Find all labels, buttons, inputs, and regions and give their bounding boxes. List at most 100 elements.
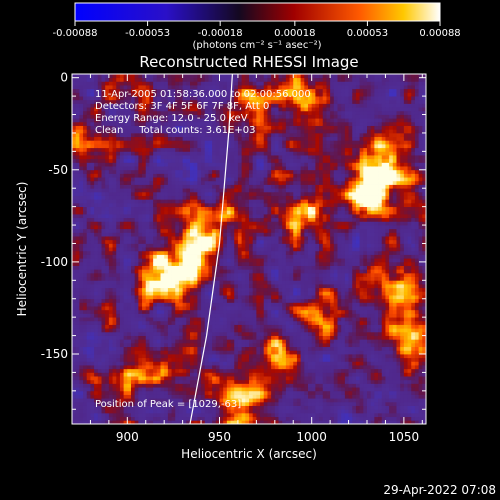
heatmap-pixel xyxy=(204,350,209,355)
heatmap-pixel xyxy=(79,324,84,329)
heatmap-pixel xyxy=(97,162,102,167)
heatmap-pixel xyxy=(138,280,143,285)
heatmap-pixel xyxy=(215,191,220,196)
heatmap-pixel xyxy=(142,158,147,163)
heatmap-pixel xyxy=(90,298,95,303)
heatmap-pixel xyxy=(193,272,198,278)
heatmap-pixel xyxy=(112,269,117,274)
heatmap-pixel xyxy=(182,155,187,160)
heatmap-pixel xyxy=(219,317,224,322)
heatmap-pixel xyxy=(178,335,184,340)
heatmap-pixel xyxy=(116,88,121,93)
heatmap-pixel xyxy=(86,228,91,233)
heatmap-pixel xyxy=(212,184,217,189)
heatmap-pixel xyxy=(201,232,206,237)
heatmap-pixel xyxy=(249,361,254,366)
heatmap-pixel xyxy=(201,77,206,82)
heatmap-pixel xyxy=(160,169,165,174)
heatmap-pixel xyxy=(138,158,143,163)
heatmap-pixel xyxy=(164,125,169,130)
heatmap-pixel xyxy=(119,372,125,377)
heatmap-pixel xyxy=(75,180,80,185)
heatmap-pixel xyxy=(119,228,125,233)
heatmap-pixel xyxy=(167,409,172,414)
heatmap-pixel xyxy=(105,232,110,237)
heatmap-pixel xyxy=(249,232,254,237)
heatmap-pixel xyxy=(83,416,88,421)
heatmap-pixel xyxy=(260,188,265,193)
heatmap-pixel xyxy=(167,195,172,200)
heatmap-pixel xyxy=(97,129,102,134)
heatmap-pixel xyxy=(123,269,128,274)
heatmap-pixel xyxy=(108,261,113,266)
heatmap-pixel xyxy=(190,210,195,215)
heatmap-pixel xyxy=(116,114,121,119)
heatmap-pixel xyxy=(241,317,246,322)
heatmap-pixel xyxy=(119,243,125,248)
heatmap-pixel xyxy=(219,136,224,141)
heatmap-pixel xyxy=(94,379,99,384)
heatmap-pixel xyxy=(72,357,77,362)
heatmap-pixel xyxy=(178,136,184,141)
heatmap-pixel xyxy=(234,188,239,193)
heatmap-pixel xyxy=(204,177,209,182)
heatmap-pixel xyxy=(208,77,213,82)
heatmap-pixel xyxy=(116,350,121,355)
heatmap-pixel xyxy=(215,331,220,336)
heatmap-pixel xyxy=(79,92,84,97)
heatmap-pixel xyxy=(201,169,206,174)
heatmap-pixel xyxy=(119,217,125,222)
heatmap-pixel xyxy=(193,110,198,115)
heatmap-pixel xyxy=(156,88,161,93)
heatmap-pixel xyxy=(201,394,206,399)
heatmap-pixel xyxy=(153,295,158,300)
heatmap-pixel xyxy=(153,96,158,101)
heatmap-pixel xyxy=(182,88,187,93)
heatmap-pixel xyxy=(108,125,113,130)
heatmap-pixel xyxy=(134,291,139,296)
heatmap-pixel xyxy=(212,210,217,215)
heatmap-pixel xyxy=(138,331,143,336)
heatmap-pixel xyxy=(97,228,102,233)
heatmap-pixel xyxy=(75,376,80,381)
heatmap-pixel xyxy=(127,331,132,336)
heatmap-pixel xyxy=(190,269,195,274)
heatmap-pixel xyxy=(171,280,176,285)
heatmap-pixel xyxy=(219,99,224,104)
heatmap-pixel xyxy=(127,405,132,410)
heatmap-pixel xyxy=(145,387,150,392)
heatmap-pixel xyxy=(138,346,143,351)
heatmap-pixel xyxy=(212,354,217,359)
heatmap-pixel xyxy=(127,77,132,82)
heatmap-pixel xyxy=(127,243,132,248)
heatmap-pixel xyxy=(97,346,102,351)
heatmap-pixel xyxy=(134,188,139,193)
heatmap-pixel xyxy=(127,147,132,152)
heatmap-pixel xyxy=(75,81,80,86)
heatmap-pixel xyxy=(94,199,99,204)
heatmap-pixel xyxy=(108,354,113,359)
heatmap-pixel xyxy=(112,147,117,152)
heatmap-pixel xyxy=(237,155,243,160)
heatmap-pixel xyxy=(86,247,91,252)
heatmap-pixel xyxy=(252,136,257,141)
heatmap-pixel xyxy=(230,199,235,204)
heatmap-pixel xyxy=(219,280,224,285)
heatmap-pixel xyxy=(116,372,121,377)
heatmap-pixel xyxy=(260,206,265,211)
heatmap-pixel xyxy=(142,96,147,101)
heatmap-pixel xyxy=(167,313,172,318)
heatmap-pixel xyxy=(97,313,102,318)
heatmap-pixel xyxy=(193,162,198,167)
heatmap-pixel xyxy=(83,177,88,182)
heatmap-pixel xyxy=(178,144,184,149)
heatmap-pixel xyxy=(116,342,121,348)
heatmap-pixel xyxy=(160,228,165,233)
heatmap-pixel xyxy=(134,280,139,285)
heatmap-pixel xyxy=(131,88,136,93)
heatmap-pixel xyxy=(119,390,125,395)
heatmap-pixel xyxy=(197,247,202,252)
heatmap-pixel xyxy=(86,129,91,134)
heatmap-pixel xyxy=(201,313,206,318)
heatmap-pixel xyxy=(75,195,80,200)
